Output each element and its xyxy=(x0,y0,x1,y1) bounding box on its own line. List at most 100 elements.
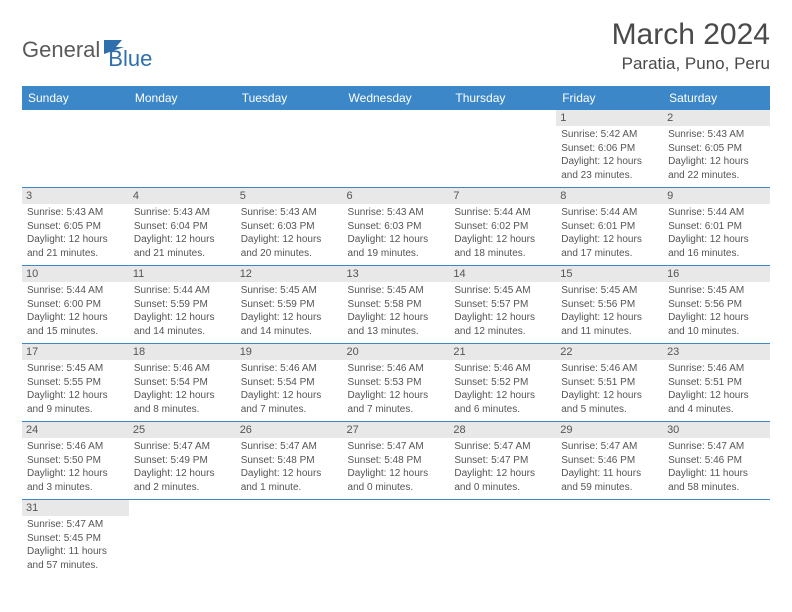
day-number: 30 xyxy=(663,422,770,438)
daylight-text: Daylight: 12 hours xyxy=(668,233,765,247)
daylight-text: Daylight: 12 hours xyxy=(27,467,124,481)
daylight-text: Daylight: 12 hours xyxy=(27,311,124,325)
daylight-text: and 8 minutes. xyxy=(134,403,231,417)
sunrise-text: Sunrise: 5:46 AM xyxy=(668,362,765,376)
daylight-text: and 12 minutes. xyxy=(454,325,551,339)
daylight-text: Daylight: 12 hours xyxy=(561,233,658,247)
daylight-text: and 57 minutes. xyxy=(27,559,124,573)
day-number: 26 xyxy=(236,422,343,438)
day-number: 9 xyxy=(663,188,770,204)
sunrise-text: Sunrise: 5:43 AM xyxy=(668,128,765,142)
daylight-text: Daylight: 12 hours xyxy=(27,233,124,247)
sunset-text: Sunset: 6:03 PM xyxy=(241,220,338,234)
daylight-text: Daylight: 12 hours xyxy=(241,467,338,481)
sunset-text: Sunset: 5:59 PM xyxy=(241,298,338,312)
calendar-day-cell: 22Sunrise: 5:46 AMSunset: 5:51 PMDayligh… xyxy=(556,344,663,422)
day-number: 1 xyxy=(556,110,663,126)
brand-part1: General xyxy=(22,37,100,63)
daylight-text: and 2 minutes. xyxy=(134,481,231,495)
calendar-day-cell: 18Sunrise: 5:46 AMSunset: 5:54 PMDayligh… xyxy=(129,344,236,422)
daylight-text: Daylight: 12 hours xyxy=(241,233,338,247)
calendar-day-cell: 3Sunrise: 5:43 AMSunset: 6:05 PMDaylight… xyxy=(22,188,129,266)
weekday-header: Wednesday xyxy=(343,86,450,110)
calendar-day-cell: 6Sunrise: 5:43 AMSunset: 6:03 PMDaylight… xyxy=(343,188,450,266)
daylight-text: and 21 minutes. xyxy=(134,247,231,261)
sunset-text: Sunset: 5:47 PM xyxy=(454,454,551,468)
calendar-day-cell: 15Sunrise: 5:45 AMSunset: 5:56 PMDayligh… xyxy=(556,266,663,344)
daylight-text: and 17 minutes. xyxy=(561,247,658,261)
sunset-text: Sunset: 5:51 PM xyxy=(668,376,765,390)
sunset-text: Sunset: 5:48 PM xyxy=(241,454,338,468)
day-number: 11 xyxy=(129,266,236,282)
calendar-day-cell: 4Sunrise: 5:43 AMSunset: 6:04 PMDaylight… xyxy=(129,188,236,266)
day-number: 24 xyxy=(22,422,129,438)
weekday-header: Monday xyxy=(129,86,236,110)
weekday-header: Thursday xyxy=(449,86,556,110)
calendar-day-cell: 9Sunrise: 5:44 AMSunset: 6:01 PMDaylight… xyxy=(663,188,770,266)
daylight-text: Daylight: 12 hours xyxy=(134,389,231,403)
sunrise-text: Sunrise: 5:45 AM xyxy=(348,284,445,298)
calendar-day-cell: 27Sunrise: 5:47 AMSunset: 5:48 PMDayligh… xyxy=(343,422,450,500)
sunrise-text: Sunrise: 5:43 AM xyxy=(134,206,231,220)
day-number: 29 xyxy=(556,422,663,438)
sunset-text: Sunset: 5:54 PM xyxy=(241,376,338,390)
weekday-header: Sunday xyxy=(22,86,129,110)
calendar-day-cell: 29Sunrise: 5:47 AMSunset: 5:46 PMDayligh… xyxy=(556,422,663,500)
sunrise-text: Sunrise: 5:42 AM xyxy=(561,128,658,142)
calendar-day-cell xyxy=(236,110,343,188)
calendar-day-cell: 16Sunrise: 5:45 AMSunset: 5:56 PMDayligh… xyxy=(663,266,770,344)
daylight-text: and 21 minutes. xyxy=(27,247,124,261)
calendar-week-row: 17Sunrise: 5:45 AMSunset: 5:55 PMDayligh… xyxy=(22,344,770,422)
daylight-text: and 22 minutes. xyxy=(668,169,765,183)
calendar-day-cell xyxy=(236,500,343,578)
sunrise-text: Sunrise: 5:44 AM xyxy=(561,206,658,220)
sunrise-text: Sunrise: 5:46 AM xyxy=(134,362,231,376)
daylight-text: and 15 minutes. xyxy=(27,325,124,339)
sunrise-text: Sunrise: 5:47 AM xyxy=(241,440,338,454)
calendar-week-row: 10Sunrise: 5:44 AMSunset: 6:00 PMDayligh… xyxy=(22,266,770,344)
daylight-text: and 1 minute. xyxy=(241,481,338,495)
daylight-text: and 11 minutes. xyxy=(561,325,658,339)
daylight-text: and 20 minutes. xyxy=(241,247,338,261)
calendar-day-cell: 25Sunrise: 5:47 AMSunset: 5:49 PMDayligh… xyxy=(129,422,236,500)
daylight-text: Daylight: 12 hours xyxy=(454,311,551,325)
calendar-day-cell: 28Sunrise: 5:47 AMSunset: 5:47 PMDayligh… xyxy=(449,422,556,500)
day-number: 19 xyxy=(236,344,343,360)
daylight-text: Daylight: 12 hours xyxy=(134,311,231,325)
weekday-header: Friday xyxy=(556,86,663,110)
daylight-text: and 19 minutes. xyxy=(348,247,445,261)
sunrise-text: Sunrise: 5:44 AM xyxy=(27,284,124,298)
sunset-text: Sunset: 6:05 PM xyxy=(27,220,124,234)
sunset-text: Sunset: 6:00 PM xyxy=(27,298,124,312)
day-number: 17 xyxy=(22,344,129,360)
sunrise-text: Sunrise: 5:46 AM xyxy=(27,440,124,454)
sunrise-text: Sunrise: 5:46 AM xyxy=(348,362,445,376)
daylight-text: and 18 minutes. xyxy=(454,247,551,261)
weekday-header: Tuesday xyxy=(236,86,343,110)
sunrise-text: Sunrise: 5:44 AM xyxy=(454,206,551,220)
calendar-table: Sunday Monday Tuesday Wednesday Thursday… xyxy=(22,86,770,577)
weekday-header-row: Sunday Monday Tuesday Wednesday Thursday… xyxy=(22,86,770,110)
daylight-text: Daylight: 12 hours xyxy=(561,311,658,325)
calendar-day-cell xyxy=(663,500,770,578)
sunset-text: Sunset: 6:06 PM xyxy=(561,142,658,156)
sunset-text: Sunset: 5:49 PM xyxy=(134,454,231,468)
sunrise-text: Sunrise: 5:45 AM xyxy=(561,284,658,298)
sunrise-text: Sunrise: 5:45 AM xyxy=(241,284,338,298)
calendar-day-cell: 5Sunrise: 5:43 AMSunset: 6:03 PMDaylight… xyxy=(236,188,343,266)
calendar-day-cell: 14Sunrise: 5:45 AMSunset: 5:57 PMDayligh… xyxy=(449,266,556,344)
calendar-day-cell: 2Sunrise: 5:43 AMSunset: 6:05 PMDaylight… xyxy=(663,110,770,188)
daylight-text: Daylight: 12 hours xyxy=(561,389,658,403)
sunrise-text: Sunrise: 5:43 AM xyxy=(348,206,445,220)
sunset-text: Sunset: 6:02 PM xyxy=(454,220,551,234)
calendar-day-cell xyxy=(556,500,663,578)
calendar-day-cell: 13Sunrise: 5:45 AMSunset: 5:58 PMDayligh… xyxy=(343,266,450,344)
header: General Blue March 2024 Paratia, Puno, P… xyxy=(22,18,770,74)
sunset-text: Sunset: 5:46 PM xyxy=(561,454,658,468)
sunrise-text: Sunrise: 5:44 AM xyxy=(668,206,765,220)
daylight-text: and 9 minutes. xyxy=(27,403,124,417)
sunset-text: Sunset: 5:45 PM xyxy=(27,532,124,546)
daylight-text: Daylight: 12 hours xyxy=(27,389,124,403)
daylight-text: Daylight: 12 hours xyxy=(348,467,445,481)
sunrise-text: Sunrise: 5:47 AM xyxy=(561,440,658,454)
